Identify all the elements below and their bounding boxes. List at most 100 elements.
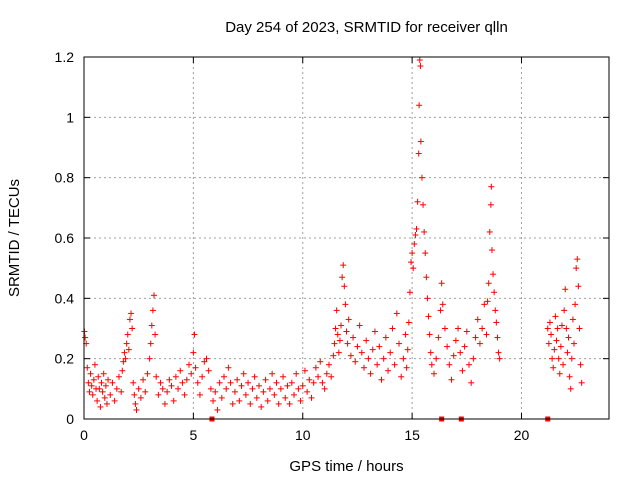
data-point bbox=[91, 361, 98, 368]
data-point bbox=[119, 367, 126, 374]
x-tick-label: 15 bbox=[404, 427, 420, 443]
data-point bbox=[308, 394, 315, 401]
data-point bbox=[328, 373, 335, 380]
data-point bbox=[416, 57, 423, 64]
data-point bbox=[437, 307, 444, 314]
data-point bbox=[403, 364, 410, 371]
data-point bbox=[554, 325, 561, 332]
data-point bbox=[446, 361, 453, 368]
data-point bbox=[190, 349, 197, 356]
data-point bbox=[304, 388, 311, 395]
data-point bbox=[240, 370, 247, 377]
data-point bbox=[191, 331, 198, 338]
data-point bbox=[569, 316, 576, 323]
data-point bbox=[109, 379, 116, 386]
data-point bbox=[345, 316, 352, 323]
data-point bbox=[249, 385, 256, 392]
data-point bbox=[107, 391, 114, 398]
data-point bbox=[225, 364, 232, 371]
data-point bbox=[470, 355, 477, 362]
data-point bbox=[264, 397, 271, 404]
data-point bbox=[256, 382, 262, 389]
data-point bbox=[495, 349, 502, 356]
data-point bbox=[172, 373, 179, 380]
data-point bbox=[409, 250, 416, 257]
grid bbox=[84, 57, 609, 419]
data-point bbox=[317, 358, 324, 365]
data-point bbox=[95, 373, 102, 380]
data-point bbox=[363, 337, 370, 344]
data-point bbox=[393, 310, 400, 317]
y-tick-label: 1.2 bbox=[55, 49, 75, 65]
data-point bbox=[245, 379, 252, 386]
data-point bbox=[273, 379, 280, 386]
data-point bbox=[563, 325, 570, 332]
data-point bbox=[576, 325, 583, 332]
x-axis-label: GPS time / hours bbox=[289, 458, 403, 475]
data-point bbox=[221, 373, 227, 380]
data-point bbox=[560, 361, 567, 368]
data-point bbox=[567, 385, 574, 392]
data-point bbox=[286, 400, 293, 407]
data-point bbox=[192, 364, 199, 371]
data-point bbox=[118, 388, 125, 395]
axis-ticks: 0 5 10 15 20 0 0.2 0.4 0.6 0.8 1 1.2 bbox=[55, 49, 609, 443]
data-point bbox=[113, 385, 120, 392]
data-point bbox=[572, 301, 579, 308]
data-point bbox=[427, 349, 434, 356]
data-point bbox=[361, 364, 367, 371]
data-point bbox=[194, 379, 201, 386]
data-point bbox=[128, 310, 135, 317]
data-point bbox=[231, 388, 238, 395]
data-point bbox=[565, 334, 572, 341]
data-point bbox=[96, 385, 103, 392]
y-tick-label: 0 bbox=[66, 411, 74, 427]
data-point bbox=[236, 397, 243, 404]
data-point bbox=[188, 370, 195, 377]
data-point bbox=[111, 397, 118, 404]
data-point bbox=[269, 370, 276, 377]
data-point bbox=[411, 241, 418, 248]
data-point bbox=[277, 385, 284, 392]
x-tick-label: 10 bbox=[295, 427, 311, 443]
data-point bbox=[284, 382, 291, 389]
data-point bbox=[463, 328, 470, 335]
data-point bbox=[472, 334, 479, 341]
data-point bbox=[481, 301, 488, 308]
y-tick-label: 0.2 bbox=[55, 351, 75, 367]
data-point bbox=[428, 361, 435, 368]
x-tick-label: 0 bbox=[80, 427, 88, 443]
data-point bbox=[312, 364, 319, 371]
data-point bbox=[332, 325, 339, 332]
data-point bbox=[476, 340, 483, 347]
data-point bbox=[291, 391, 297, 398]
data-point bbox=[435, 334, 442, 341]
data-point bbox=[323, 370, 330, 377]
data-point bbox=[492, 307, 499, 314]
data-point bbox=[555, 355, 562, 362]
data-point bbox=[561, 307, 568, 314]
data-point bbox=[242, 391, 249, 398]
data-point bbox=[577, 361, 584, 368]
data-point bbox=[474, 316, 481, 323]
data-point bbox=[568, 355, 575, 362]
data-point bbox=[564, 349, 571, 356]
data-point bbox=[130, 379, 137, 386]
data-point bbox=[86, 388, 93, 395]
x-tick-label: 5 bbox=[189, 427, 197, 443]
data-point bbox=[347, 352, 354, 359]
data-point bbox=[99, 388, 106, 395]
data-point bbox=[260, 388, 267, 395]
data-point bbox=[103, 400, 110, 407]
data-point bbox=[431, 370, 437, 377]
data-point bbox=[341, 283, 348, 290]
data-point bbox=[544, 325, 551, 332]
data-point bbox=[548, 331, 555, 338]
data-point bbox=[433, 355, 440, 362]
data-point bbox=[573, 265, 580, 272]
data-point bbox=[186, 361, 192, 368]
data-point bbox=[87, 370, 94, 377]
data-point bbox=[545, 340, 552, 347]
data-point bbox=[98, 379, 105, 386]
data-point bbox=[153, 373, 160, 380]
